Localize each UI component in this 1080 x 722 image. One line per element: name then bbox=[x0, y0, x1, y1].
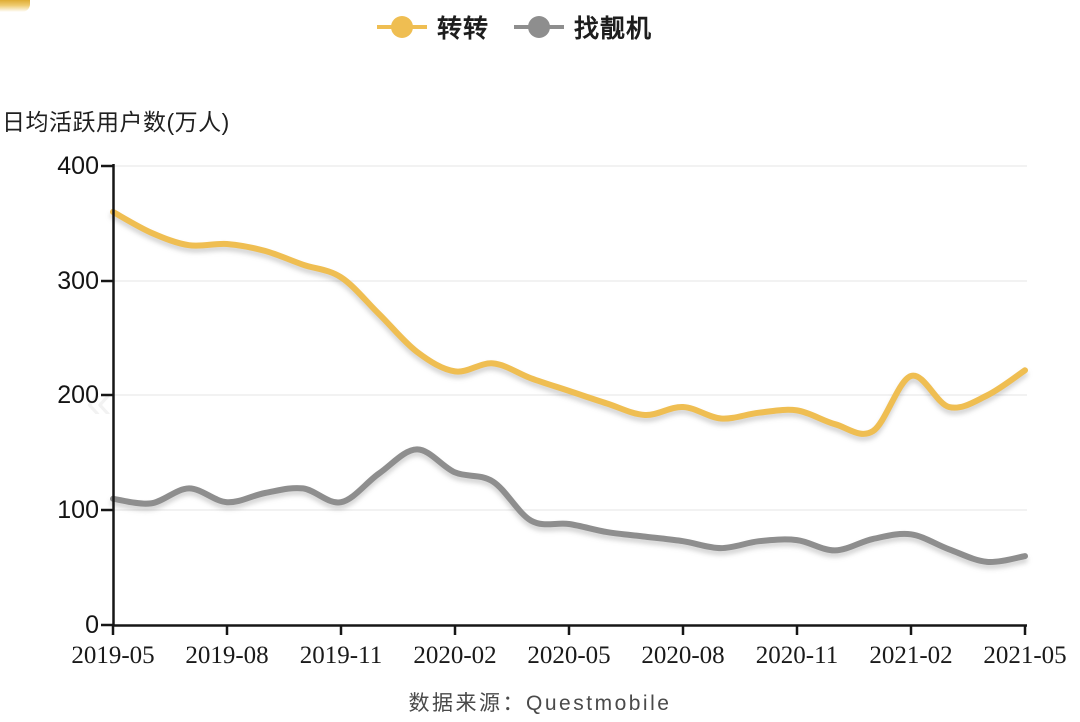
x-tick-label: 2019-05 bbox=[71, 642, 155, 669]
data-source-caption: 数据来源：Questmobile bbox=[408, 692, 672, 715]
y-axis-title: 日均活跃用户数(万人) bbox=[2, 109, 230, 135]
legend-item-zhaoliangji: 找靓机 bbox=[513, 9, 652, 45]
x-tick-label: 2021-05 bbox=[983, 642, 1067, 669]
x-tick-label: 2019-11 bbox=[299, 642, 383, 669]
legend-label: 转转 bbox=[436, 15, 489, 43]
corner-artifact bbox=[0, 0, 30, 12]
y-tick-label: 0 bbox=[85, 611, 99, 639]
x-tick-label: 2020-02 bbox=[413, 642, 497, 669]
legend-label: 找靓机 bbox=[574, 15, 653, 43]
y-axis-ticks bbox=[101, 164, 113, 627]
y-tick-label: 400 bbox=[57, 152, 99, 180]
y-tick-label: 200 bbox=[57, 381, 99, 409]
x-tick-label: 2020-11 bbox=[755, 642, 839, 669]
y-tick-label: 300 bbox=[57, 267, 99, 295]
x-tick-label: 2021-02 bbox=[869, 642, 953, 669]
legend-marker-icon bbox=[376, 16, 427, 38]
chart-legend: 转转 找靓机 bbox=[0, 8, 1054, 46]
legend-item-zhuanzhuan: 转转 bbox=[376, 9, 489, 45]
x-tick-label: 2020-08 bbox=[641, 642, 725, 669]
gridlines bbox=[113, 165, 1027, 511]
x-tick-label: 2019-08 bbox=[185, 642, 269, 669]
series-line-1 bbox=[110, 446, 1028, 566]
x-tick-label: 2020-05 bbox=[527, 642, 611, 669]
watermark-chevron-icon: « bbox=[86, 375, 112, 427]
series-lines bbox=[110, 208, 1028, 566]
y-tick-label: 100 bbox=[57, 496, 99, 524]
x-axis-ticks bbox=[111, 625, 1027, 635]
legend-marker-icon bbox=[514, 16, 564, 38]
series-line-0 bbox=[110, 208, 1028, 437]
